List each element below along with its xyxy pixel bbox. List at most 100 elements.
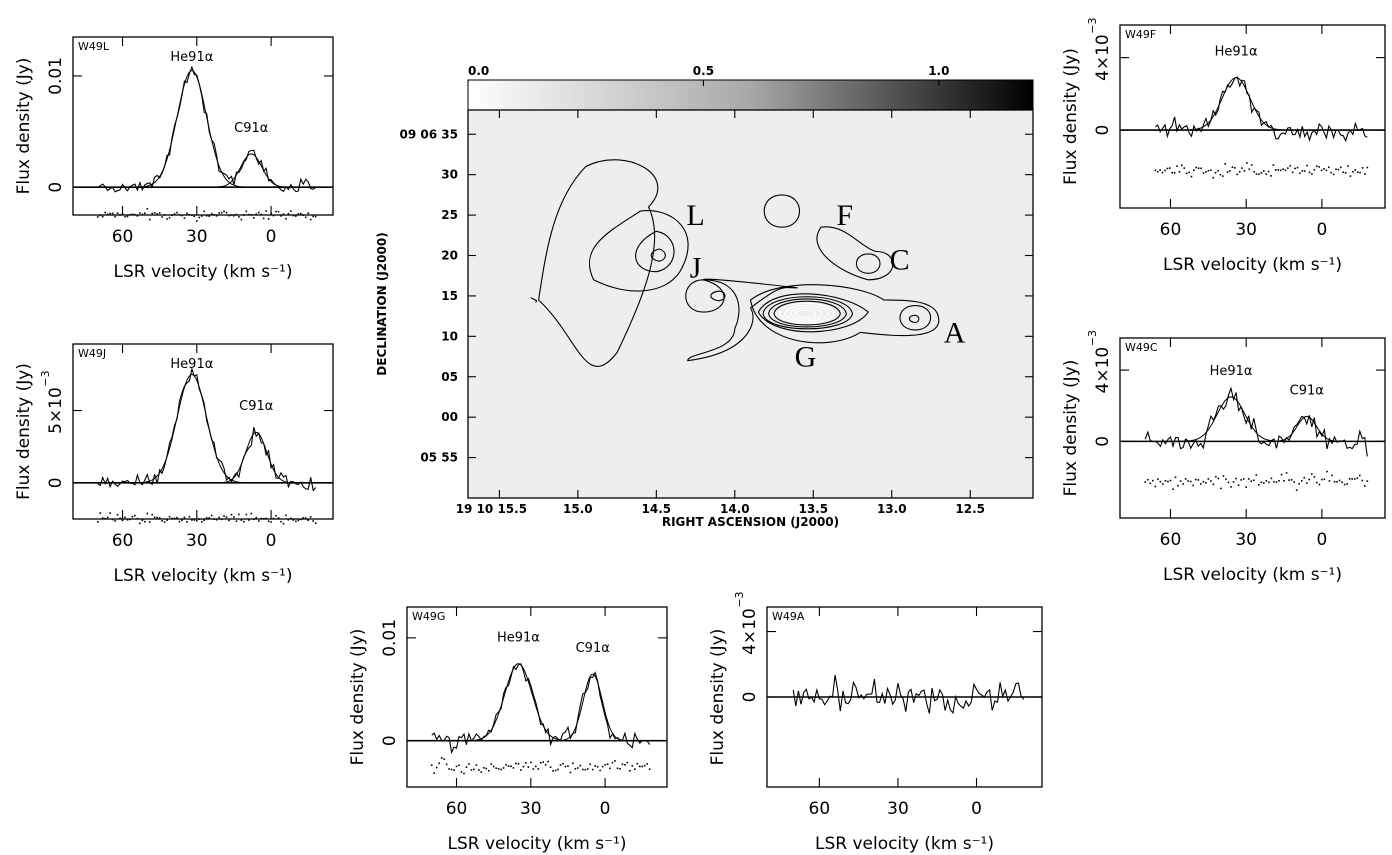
residual-point [552, 770, 554, 772]
residual-point [433, 772, 436, 774]
residual-point [238, 513, 240, 516]
residual-point [1290, 479, 1293, 481]
residual-point [104, 517, 106, 520]
residual-point [1331, 474, 1333, 477]
residual-point [582, 768, 584, 771]
residual-point [243, 520, 245, 523]
residual-point [252, 518, 255, 521]
y-tick-label: 0 [1093, 125, 1113, 136]
residual-point [1172, 488, 1174, 491]
residual-point [223, 210, 225, 213]
residual-point [1358, 474, 1361, 477]
residual-point [1219, 173, 1222, 176]
residual-point [1245, 486, 1247, 488]
contour-g-inner [773, 300, 841, 326]
x-tick-label: 60 [809, 799, 831, 819]
residual-point [158, 517, 161, 519]
residual-point [453, 769, 455, 771]
residual-point [215, 518, 218, 521]
y-tick-label: 5×10 [46, 387, 66, 434]
source-label-f: F [836, 199, 853, 232]
residual-point [1202, 172, 1205, 174]
residual-point [1173, 172, 1176, 174]
x-axis-label: LSR velocity (km s⁻¹) [113, 262, 292, 282]
y-axis-label: Flux density (Jy) [348, 629, 368, 766]
residual-point [574, 768, 577, 770]
residual-point [1356, 171, 1359, 174]
residual-point [1238, 170, 1241, 173]
residual-point [248, 519, 250, 521]
residual-point [1364, 485, 1366, 487]
residual-point [290, 210, 292, 212]
residual-point [1311, 173, 1313, 175]
residual-point [634, 768, 636, 771]
spectrum-panel-w49f: 60 30 0 0 4×10−3 LSR velocity (km s⁻¹) Flux de… [1061, 18, 1386, 275]
y-tick-label: 0 [46, 182, 66, 193]
plot-frame [406, 606, 668, 788]
y-tick-exponent: −3 [1086, 18, 1099, 34]
x-tick-label: 30 [887, 799, 909, 819]
x-tick-label: 30 [520, 799, 542, 819]
contour-j-outer [687, 278, 798, 362]
residual-point [1313, 168, 1316, 171]
contour-l-3 [635, 230, 675, 273]
residual-point [1323, 478, 1326, 481]
residual-point [517, 763, 520, 765]
residual-point [111, 518, 114, 521]
residual-point [527, 766, 530, 768]
observed-spectrum [1154, 76, 1368, 143]
residual-point [225, 211, 228, 214]
x-tick-label: 0 [1316, 530, 1327, 550]
residual-point [458, 764, 460, 767]
y-tick-exponent: −3 [39, 370, 52, 386]
contour-fc-outer [816, 226, 894, 281]
contour-l-tail [530, 297, 538, 303]
residual-point [129, 518, 131, 521]
residual-point [1205, 481, 1207, 484]
residual-point [213, 518, 215, 520]
contour-j [685, 279, 725, 313]
residual-point [515, 762, 517, 765]
x-axis-label: LSR velocity (km s⁻¹) [113, 566, 292, 586]
residual-point [1280, 473, 1283, 476]
residual-point [141, 519, 144, 522]
dec-tick-label: 30 [441, 168, 458, 182]
residual-point [1277, 168, 1279, 171]
residual-point [126, 518, 129, 521]
residual-point [1226, 171, 1229, 173]
residual-point [134, 514, 136, 517]
continuum-map: 0.0 0.5 1.0 19 10 15.5 15.0 14.5 14.0 13.5 13.0 1… [375, 64, 1034, 529]
residual-point [445, 763, 448, 766]
residual-point [473, 768, 475, 771]
contour-l-2 [588, 210, 689, 292]
residual-point [290, 517, 292, 520]
residual-point [168, 515, 171, 518]
ra-tick-label: 15.0 [563, 502, 593, 516]
residual-point [99, 214, 102, 217]
residual-point [151, 212, 154, 215]
residual-point [1295, 489, 1298, 491]
panel-name: W49L [78, 40, 110, 53]
residual-point [238, 216, 240, 218]
dec-tick-label: 00 [441, 410, 458, 424]
residual-point [183, 217, 186, 219]
residual-point [505, 763, 507, 766]
residual-point [440, 756, 443, 759]
residual-point [188, 515, 191, 518]
residual-point [144, 212, 146, 215]
residual-point [1225, 478, 1227, 480]
contour-g-inner [762, 296, 854, 330]
residual-point [200, 215, 203, 217]
residual-point [1195, 166, 1198, 169]
residual-point [240, 519, 243, 522]
residual-point [460, 771, 463, 773]
residual-point [193, 519, 196, 521]
gaussian-fit-component [1271, 415, 1342, 442]
residual-point [1284, 169, 1287, 172]
panel-name: W49F [1125, 28, 1156, 41]
residual-point [542, 761, 544, 763]
residual-point [292, 519, 295, 521]
residual-point [141, 213, 144, 216]
residual-point [435, 766, 438, 769]
residual-point [151, 513, 154, 516]
